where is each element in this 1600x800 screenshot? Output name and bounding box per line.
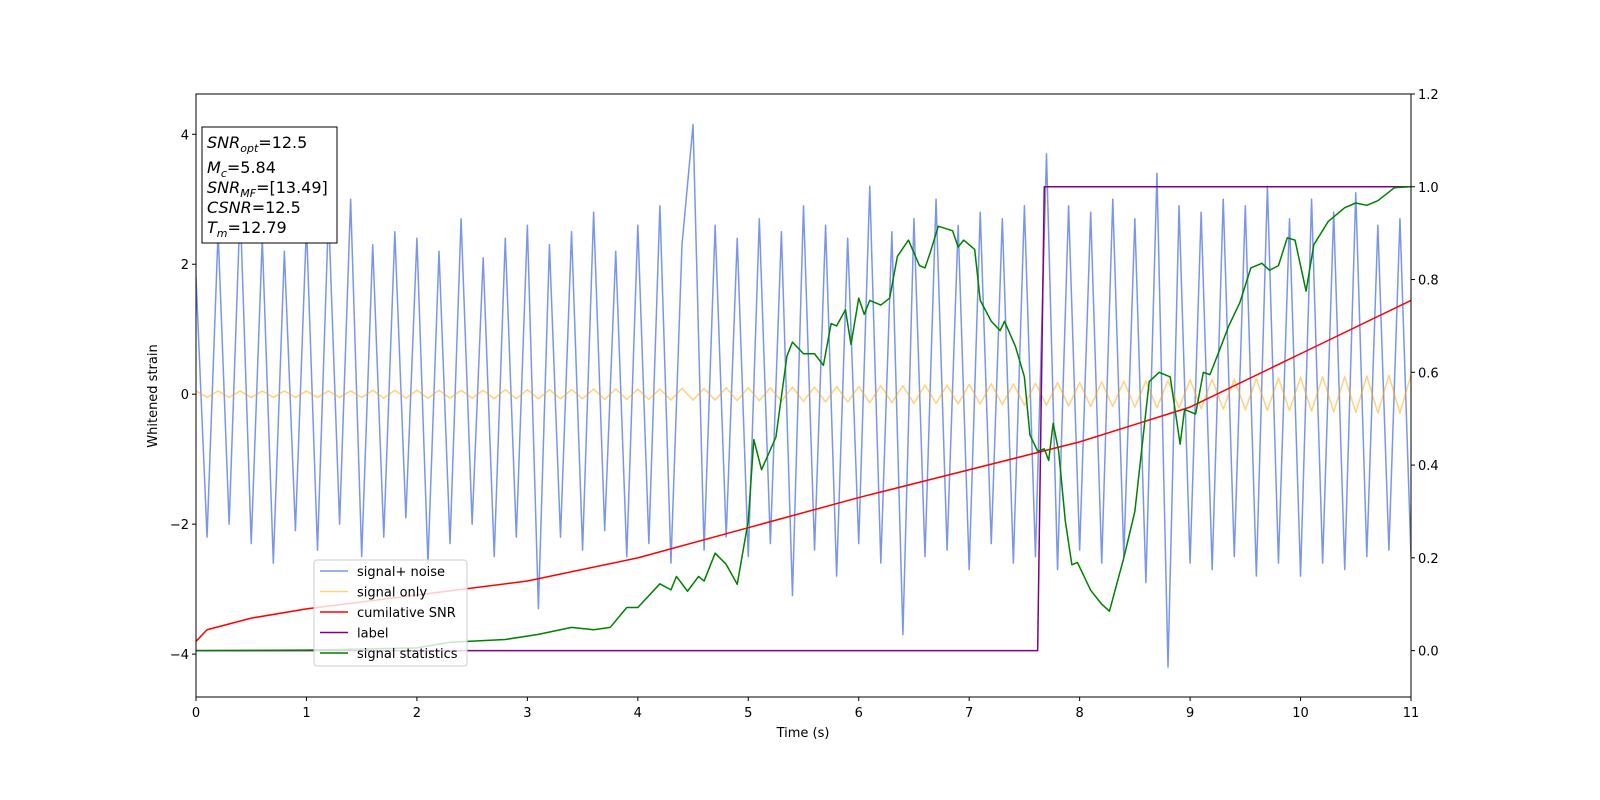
legend-label: signal+ noise (357, 565, 445, 580)
y2-tick-label: 1.2 (1418, 88, 1439, 103)
symbol: T (207, 218, 218, 237)
y-tick-label: −4 (170, 648, 189, 663)
y-tick-label: −2 (170, 518, 189, 533)
x-tick-label: 10 (1292, 706, 1309, 721)
text-box-line: SNRopt=12.5 (207, 133, 307, 155)
symbol: SNR (207, 133, 240, 152)
x-tick-label: 3 (523, 706, 531, 721)
plot-area (196, 123, 1411, 668)
x-tick-label: 11 (1403, 706, 1420, 721)
x-tick-label: 1 (302, 706, 310, 721)
y-tick-label: 2 (181, 258, 189, 273)
x-tick-label: 9 (1186, 706, 1194, 721)
text-box-frame (201, 126, 338, 244)
text-box-line: Tm=12.79 (207, 218, 287, 240)
y-axis-label: Whitened strain (146, 344, 161, 447)
series-line (196, 374, 1411, 414)
axes-ticks: 0 1 2 3 4 5 6 7 8 9 10 11 −4 −2 0 2 4 0.0 0.2 0.4 0.6 0.8 1.0 1… (170, 88, 1439, 721)
y2-tick-label: 0.0 (1418, 645, 1439, 660)
text-box-line: Mc=5.84 (207, 158, 276, 180)
x-tick-label: 6 (855, 706, 863, 721)
legend: signal+ noise signal only cumilative SNR la… (313, 559, 468, 667)
subscript: m (217, 227, 228, 240)
symbol: M (207, 158, 221, 177)
legend-label: signal only (357, 586, 427, 601)
x-tick-label: 5 (744, 706, 752, 721)
legend-label: cumilative SNR (357, 606, 456, 621)
value: =12.79 (228, 218, 287, 237)
subscript: MF (240, 187, 256, 200)
subscript: opt (240, 142, 259, 155)
y-tick-label: 0 (181, 388, 189, 403)
x-tick-label: 8 (1075, 706, 1083, 721)
x-tick-label: 4 (634, 706, 642, 721)
y2-tick-label: 0.4 (1418, 459, 1439, 474)
text-box: SNRopt=12.5Mc=5.84SNRMF=[13.49]CSNR=12.5… (201, 126, 338, 244)
value: =5.84 (227, 158, 276, 177)
series-line (196, 186, 1411, 652)
x-tick-label: 2 (413, 706, 421, 721)
y2-tick-label: 0.6 (1418, 366, 1439, 381)
legend-frame (313, 559, 468, 667)
y2-tick-label: 1.0 (1418, 181, 1439, 196)
y2-tick-label: 0.2 (1418, 552, 1439, 567)
y-tick-label: 4 (181, 128, 189, 143)
text-box-line: SNRMF=[13.49] (207, 178, 328, 200)
subscript: c (221, 167, 227, 180)
value: =12.5 (252, 198, 301, 217)
axes-frame (195, 93, 1412, 698)
series-line (196, 186, 1411, 652)
legend-label: label (357, 627, 388, 642)
legend-label: signal statistics (357, 647, 458, 662)
value: =[13.49] (256, 178, 328, 197)
text-box-line: CSNR=12.5 (207, 198, 301, 217)
x-axis-label: Time (s) (776, 726, 830, 741)
x-tick-label: 0 (192, 706, 200, 721)
value: =12.5 (258, 133, 307, 152)
symbol: SNR (207, 178, 240, 197)
x-tick-label: 7 (965, 706, 973, 721)
y2-tick-label: 0.8 (1418, 274, 1439, 289)
symbol: CSNR (207, 198, 252, 217)
series-line (196, 123, 1411, 668)
series-line (196, 299, 1411, 642)
